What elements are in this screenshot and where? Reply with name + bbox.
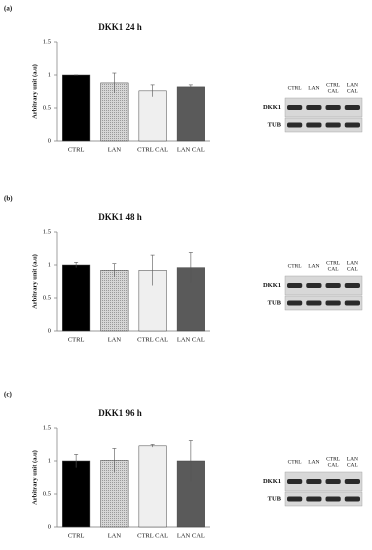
blot-band — [344, 479, 360, 484]
y-tick-label: 0 — [48, 523, 51, 530]
lane-label: CTRL — [326, 456, 341, 462]
chart-title: DKK1 24 h — [98, 22, 142, 32]
row-label: TUB — [268, 121, 282, 128]
blot-strip — [284, 295, 363, 311]
blot-band — [306, 479, 322, 484]
blot-band — [306, 496, 322, 502]
blot-strip — [284, 97, 363, 118]
bar — [138, 90, 167, 142]
blot-band — [287, 479, 303, 484]
bar — [62, 460, 91, 528]
lane-label: CTRL — [288, 263, 303, 269]
blot-strip — [284, 471, 363, 492]
y-tick-label: 1.5 — [43, 424, 51, 431]
x-tick-label: LAN CAL — [177, 146, 205, 153]
blot-band — [344, 300, 360, 306]
blot-band — [344, 122, 360, 128]
blot-strip — [284, 275, 363, 296]
x-tick-label: LAN CAL — [177, 532, 205, 539]
blot-band — [344, 105, 360, 110]
lane-label: CAL — [347, 266, 359, 272]
blot-band — [325, 300, 341, 306]
row-label: TUB — [268, 299, 282, 306]
lane-label: CTRL — [326, 260, 341, 266]
bar — [62, 74, 91, 142]
x-tick-label: CTRL — [68, 532, 85, 539]
lane-label: LAN — [308, 459, 319, 465]
lane-label: CTRL — [288, 85, 303, 91]
chart-title: DKK1 48 h — [98, 212, 142, 222]
panel-label: (c) — [4, 391, 12, 399]
y-tick-label: 0.5 — [43, 104, 51, 111]
y-axis-label: Arbitrary unit (a.u) — [31, 450, 38, 505]
blot-band — [325, 479, 341, 484]
lane-label: CAL — [347, 462, 359, 468]
blot-band — [306, 300, 322, 306]
lane-label: LAN — [308, 85, 319, 91]
y-axis-label: Arbitrary unit (a.u) — [31, 64, 38, 119]
x-tick-label: LAN CAL — [177, 336, 205, 343]
lane-label: LAN — [347, 260, 358, 266]
row-label: TUB — [268, 495, 282, 502]
lane-label: CAL — [328, 266, 340, 272]
blot-strip — [284, 491, 363, 507]
x-tick-label: CTRL CAL — [137, 146, 168, 153]
x-tick-label: CTRL — [68, 146, 85, 153]
y-axis-label: Arbitrary unit (a.u) — [31, 254, 38, 309]
x-tick-label: CTRL CAL — [137, 336, 168, 343]
x-tick-label: CTRL — [68, 336, 85, 343]
blot-band — [325, 122, 341, 128]
blot-band — [287, 300, 303, 306]
y-tick-label: 1 — [48, 71, 51, 78]
y-tick-label: 1.5 — [43, 38, 51, 45]
blot-band — [306, 105, 322, 110]
panel-label: (a) — [4, 5, 13, 13]
lane-label: CTRL — [326, 82, 341, 88]
lane-label: CAL — [347, 88, 359, 94]
blot-band — [325, 105, 341, 110]
lane-label: LAN — [308, 263, 319, 269]
row-label: DKK1 — [263, 478, 281, 485]
blot-band — [325, 283, 341, 288]
blot-band — [287, 105, 303, 110]
bar — [62, 264, 91, 332]
lane-label: LAN — [347, 82, 358, 88]
y-tick-label: 1.5 — [43, 228, 51, 235]
blot-band — [287, 496, 303, 502]
blot-band — [325, 496, 341, 502]
blot-band — [287, 283, 303, 288]
blot-band — [344, 496, 360, 502]
x-tick-label: CTRL CAL — [137, 532, 168, 539]
bar — [176, 86, 205, 142]
y-tick-label: 1 — [48, 261, 51, 268]
blot-band — [306, 283, 322, 288]
y-tick-label: 0.5 — [43, 294, 51, 301]
x-tick-label: LAN — [108, 146, 122, 153]
x-tick-label: LAN — [108, 532, 122, 539]
row-label: DKK1 — [263, 282, 281, 289]
x-tick-label: LAN — [108, 336, 122, 343]
y-tick-label: 0 — [48, 137, 51, 144]
lane-label: CAL — [328, 88, 340, 94]
lane-label: CTRL — [288, 459, 303, 465]
lane-label: CAL — [328, 462, 340, 468]
row-label: DKK1 — [263, 104, 281, 111]
blot-band — [344, 283, 360, 288]
y-tick-label: 0.5 — [43, 490, 51, 497]
y-tick-label: 1 — [48, 457, 51, 464]
bar — [138, 445, 167, 528]
blot-band — [306, 122, 322, 128]
bar — [100, 270, 129, 332]
panel-label: (b) — [4, 195, 13, 203]
lane-label: LAN — [347, 456, 358, 462]
blot-band — [287, 122, 303, 128]
chart-title: DKK1 96 h — [98, 408, 142, 418]
blot-strip — [284, 117, 363, 133]
y-tick-label: 0 — [48, 327, 51, 334]
